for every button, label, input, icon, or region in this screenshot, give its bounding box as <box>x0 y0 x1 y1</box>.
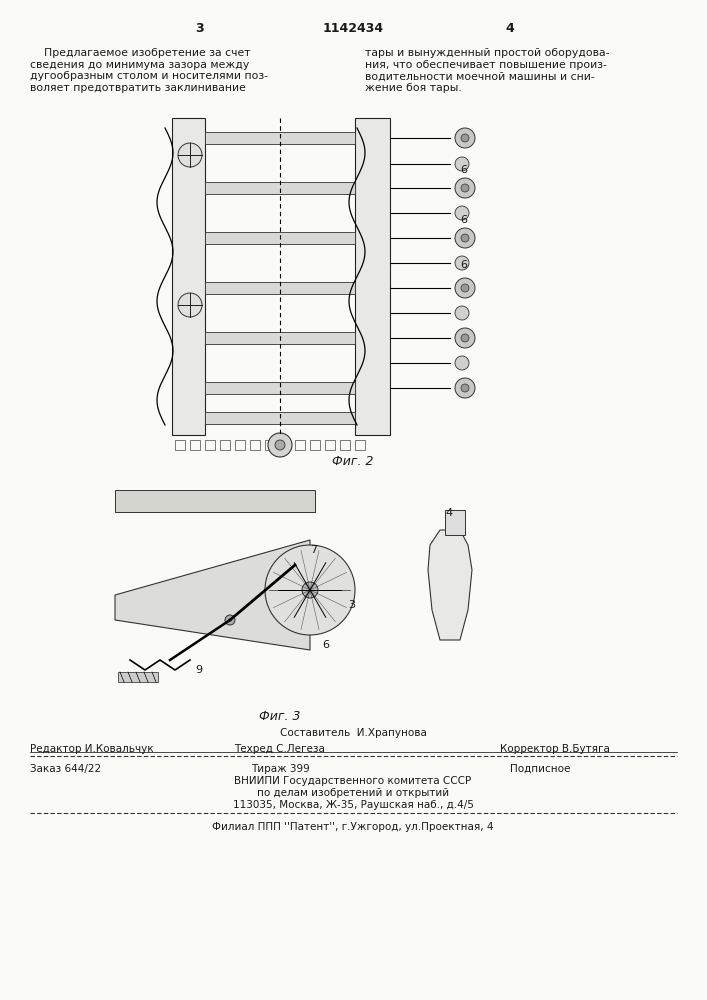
Circle shape <box>455 306 469 320</box>
Bar <box>280 440 290 450</box>
Bar <box>205 440 215 450</box>
Circle shape <box>461 284 469 292</box>
Circle shape <box>265 545 355 635</box>
Circle shape <box>455 328 475 348</box>
Circle shape <box>461 134 469 142</box>
Text: 113035, Москва, Ж-35, Раушская наб., д.4/5: 113035, Москва, Ж-35, Раушская наб., д.4… <box>233 800 474 810</box>
Text: Фиг. 3: Фиг. 3 <box>259 710 300 723</box>
Circle shape <box>455 278 475 298</box>
Text: Редактор И.Ковальчук: Редактор И.Ковальчук <box>30 744 153 754</box>
Text: Корректор В.Бутяга: Корректор В.Бутяга <box>500 744 610 754</box>
Text: 9: 9 <box>195 665 202 675</box>
Bar <box>205 412 355 424</box>
Circle shape <box>455 378 475 398</box>
Bar <box>220 440 230 450</box>
Bar <box>265 440 275 450</box>
Text: Филиал ППП ''Патент'', г.Ужгород, ул.Проектная, 4: Филиал ППП ''Патент'', г.Ужгород, ул.Про… <box>212 822 493 832</box>
Bar <box>355 118 390 435</box>
Circle shape <box>178 293 202 317</box>
Bar <box>235 440 245 450</box>
Bar <box>445 510 465 535</box>
Text: Предлагаемое изобретение за счет
сведения до минимума зазора между
дугообразным : Предлагаемое изобретение за счет сведени… <box>30 48 268 93</box>
Bar <box>205 232 355 244</box>
Circle shape <box>455 206 469 220</box>
Bar <box>205 282 355 294</box>
Circle shape <box>455 228 475 248</box>
Circle shape <box>455 256 469 270</box>
Bar <box>310 440 320 450</box>
Circle shape <box>275 440 285 450</box>
Text: 4: 4 <box>506 22 515 35</box>
Circle shape <box>178 143 202 167</box>
Bar <box>205 332 355 344</box>
Circle shape <box>455 157 469 171</box>
Bar <box>175 440 185 450</box>
Text: 7: 7 <box>310 545 317 555</box>
Circle shape <box>455 128 475 148</box>
Text: тары и вынужденный простой оборудова-
ния, что обеспечивает повышение произ-
вод: тары и вынужденный простой оборудова- ни… <box>365 48 609 93</box>
Text: 6: 6 <box>460 165 467 175</box>
Text: 6: 6 <box>460 260 467 270</box>
Circle shape <box>225 615 235 625</box>
Text: ВНИИПИ Государственного комитета СССР: ВНИИПИ Государственного комитета СССР <box>235 776 472 786</box>
Text: 3: 3 <box>196 22 204 35</box>
Bar <box>205 132 355 144</box>
Text: Заказ 644/22: Заказ 644/22 <box>30 764 101 774</box>
Circle shape <box>461 184 469 192</box>
Circle shape <box>461 384 469 392</box>
Circle shape <box>461 234 469 242</box>
Bar <box>115 490 315 512</box>
Bar <box>190 440 200 450</box>
Bar <box>325 440 335 450</box>
Bar <box>172 118 205 435</box>
Polygon shape <box>428 530 472 640</box>
Text: Фиг. 2: Фиг. 2 <box>332 455 374 468</box>
Text: 1142434: 1142434 <box>322 22 384 35</box>
Text: Техред С.Легеза: Техред С.Легеза <box>235 744 325 754</box>
Text: 6: 6 <box>460 215 467 225</box>
Bar <box>205 382 355 394</box>
Text: Подписное: Подписное <box>510 764 571 774</box>
Polygon shape <box>115 540 310 650</box>
Text: Тираж 399: Тираж 399 <box>250 764 310 774</box>
Circle shape <box>455 356 469 370</box>
Bar <box>205 182 355 194</box>
Text: 6: 6 <box>322 640 329 650</box>
Circle shape <box>455 178 475 198</box>
Circle shape <box>268 433 292 457</box>
Text: 4: 4 <box>445 508 452 518</box>
Bar <box>250 440 260 450</box>
Circle shape <box>302 582 318 598</box>
Bar <box>340 440 350 450</box>
Bar <box>295 440 305 450</box>
Bar <box>355 440 365 450</box>
Text: Составитель  И.Храпунова: Составитель И.Храпунова <box>279 728 426 738</box>
Text: по делам изобретений и открытий: по делам изобретений и открытий <box>257 788 449 798</box>
Text: 3: 3 <box>348 600 355 610</box>
Bar <box>118 672 158 682</box>
Circle shape <box>461 334 469 342</box>
